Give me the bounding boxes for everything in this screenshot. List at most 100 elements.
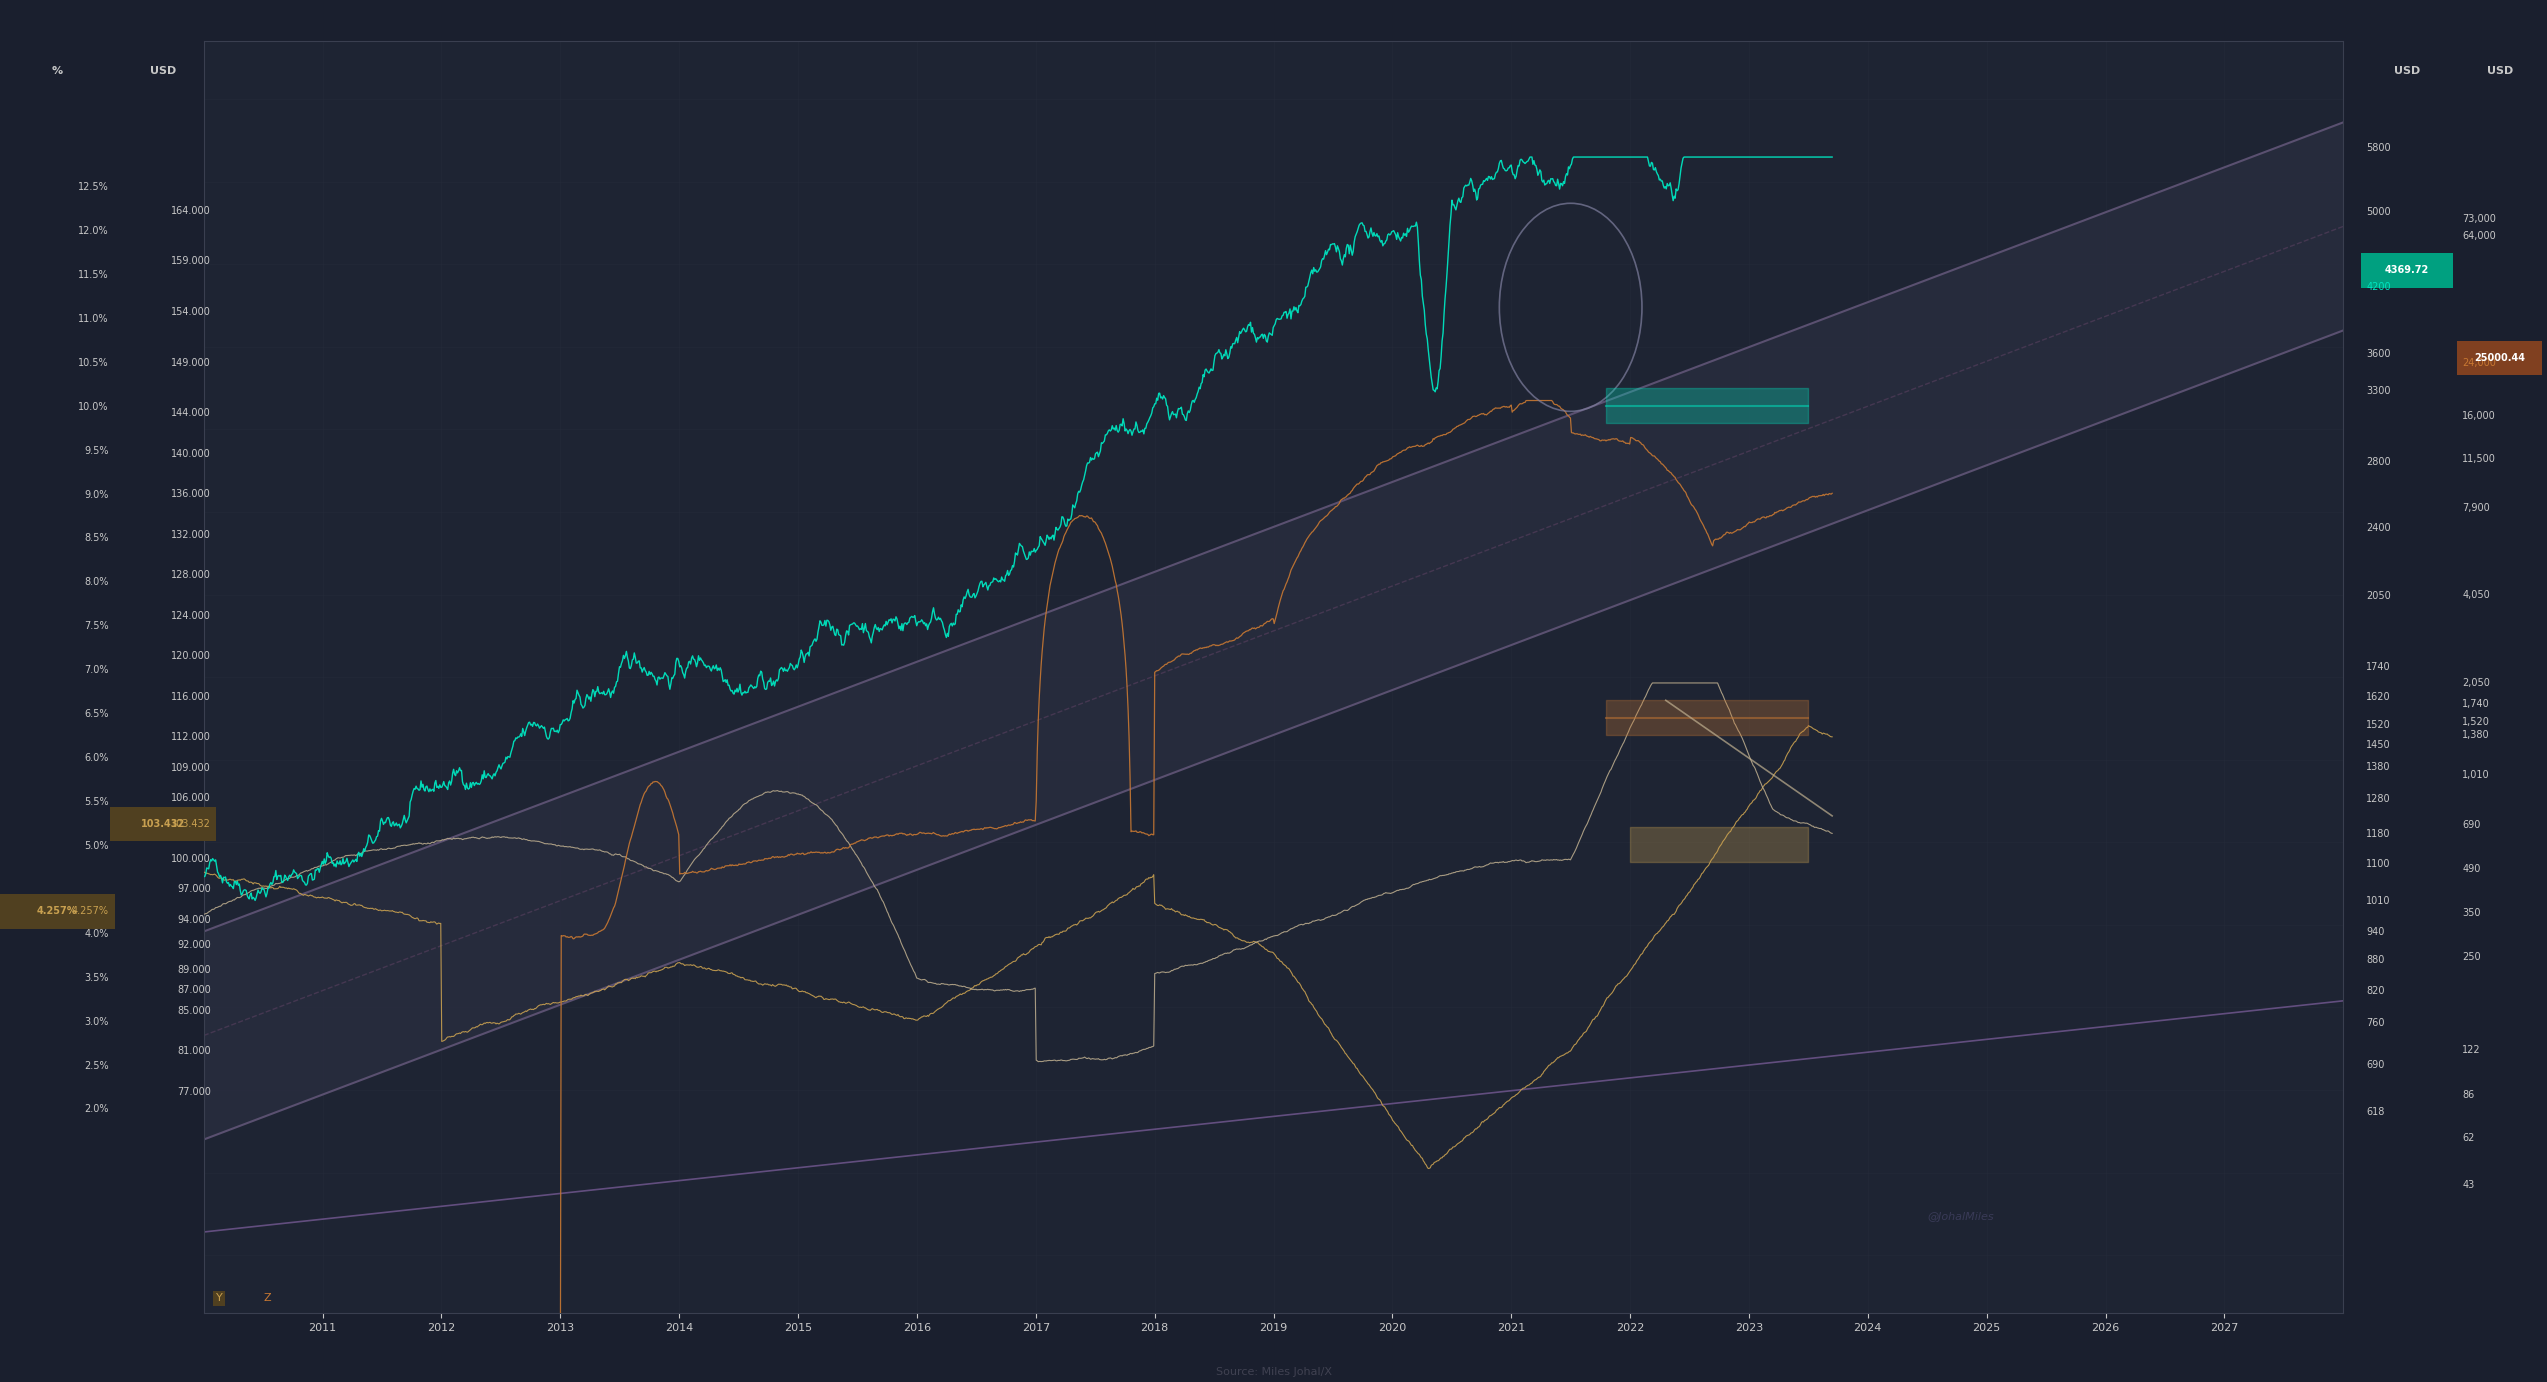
Text: 5000: 5000 — [2366, 207, 2392, 217]
Text: 1450: 1450 — [2366, 741, 2392, 750]
Text: 94.000: 94.000 — [178, 915, 211, 925]
Text: 24,000: 24,000 — [2463, 358, 2496, 369]
Text: 880: 880 — [2366, 955, 2384, 965]
Text: 140.000: 140.000 — [171, 449, 211, 459]
Text: 81.000: 81.000 — [178, 1046, 211, 1056]
Text: 1,740: 1,740 — [2463, 699, 2491, 709]
Text: 86: 86 — [2463, 1090, 2476, 1100]
Text: 618: 618 — [2366, 1107, 2384, 1118]
Text: 7.0%: 7.0% — [84, 665, 110, 676]
Text: 1380: 1380 — [2366, 761, 2392, 771]
Text: 136.000: 136.000 — [171, 489, 211, 499]
Text: 11,500: 11,500 — [2463, 455, 2496, 464]
FancyBboxPatch shape — [110, 807, 216, 842]
Text: 164.000: 164.000 — [171, 206, 211, 216]
Text: 11.5%: 11.5% — [79, 269, 110, 281]
Text: 3.0%: 3.0% — [84, 1017, 110, 1027]
Text: 250: 250 — [2463, 951, 2481, 962]
Text: 7.5%: 7.5% — [84, 622, 110, 632]
Text: 159.000: 159.000 — [171, 256, 211, 267]
Text: %: % — [51, 66, 64, 76]
Polygon shape — [204, 123, 2343, 1140]
Text: 4.0%: 4.0% — [84, 929, 110, 938]
Text: 149.000: 149.000 — [171, 358, 211, 368]
Text: 1280: 1280 — [2366, 793, 2392, 804]
Text: 116.000: 116.000 — [171, 692, 211, 702]
Text: 5800: 5800 — [2366, 144, 2392, 153]
Text: 6.0%: 6.0% — [84, 753, 110, 763]
Text: 8.0%: 8.0% — [84, 578, 110, 587]
Text: 3.5%: 3.5% — [84, 973, 110, 983]
Text: 2800: 2800 — [2366, 457, 2392, 467]
Text: 154.000: 154.000 — [171, 307, 211, 316]
Text: 1520: 1520 — [2366, 720, 2392, 730]
Text: 12.5%: 12.5% — [79, 182, 110, 192]
Text: 1010: 1010 — [2366, 896, 2392, 907]
Text: 92.000: 92.000 — [178, 940, 211, 949]
Text: 11.0%: 11.0% — [79, 314, 110, 323]
Text: 690: 690 — [2463, 820, 2481, 829]
Text: 112.000: 112.000 — [171, 732, 211, 742]
FancyBboxPatch shape — [2361, 253, 2453, 287]
Text: 4.257%: 4.257% — [71, 907, 110, 916]
Text: 7,900: 7,900 — [2463, 503, 2491, 513]
Text: 4.257%: 4.257% — [38, 907, 76, 916]
Text: 77.000: 77.000 — [178, 1086, 211, 1097]
Text: 64,000: 64,000 — [2463, 231, 2496, 240]
Text: 124.000: 124.000 — [171, 611, 211, 621]
Text: 8.5%: 8.5% — [84, 533, 110, 543]
Text: 1100: 1100 — [2366, 860, 2392, 869]
Text: Y: Y — [216, 1294, 222, 1303]
FancyBboxPatch shape — [0, 894, 115, 929]
Text: 103.432: 103.432 — [140, 820, 186, 829]
Text: 9.5%: 9.5% — [84, 445, 110, 456]
Text: USD: USD — [2486, 66, 2514, 76]
Text: 2050: 2050 — [2366, 591, 2392, 601]
Text: 1,520: 1,520 — [2463, 717, 2491, 727]
Text: Source: Miles Johal/X: Source: Miles Johal/X — [1215, 1367, 1332, 1376]
Text: 109.000: 109.000 — [171, 763, 211, 773]
Text: 103.432: 103.432 — [171, 820, 211, 829]
Text: 3600: 3600 — [2366, 348, 2392, 359]
Text: 6.5%: 6.5% — [84, 709, 110, 719]
Text: 1,380: 1,380 — [2463, 730, 2491, 739]
Text: 85.000: 85.000 — [178, 1006, 211, 1016]
Text: USD: USD — [2394, 66, 2420, 76]
Text: 97.000: 97.000 — [178, 884, 211, 894]
Text: 128.000: 128.000 — [171, 571, 211, 580]
Text: 350: 350 — [2463, 908, 2481, 918]
Text: 12.0%: 12.0% — [79, 227, 110, 236]
Text: Z: Z — [262, 1294, 270, 1303]
Text: 5.5%: 5.5% — [84, 797, 110, 807]
Text: 2,050: 2,050 — [2463, 679, 2491, 688]
Text: 10.5%: 10.5% — [79, 358, 110, 368]
Text: 4200: 4200 — [2366, 282, 2392, 293]
Text: 2.5%: 2.5% — [84, 1060, 110, 1071]
Text: 1620: 1620 — [2366, 692, 2392, 702]
Text: 16,000: 16,000 — [2463, 410, 2496, 422]
Text: 1,010: 1,010 — [2463, 770, 2491, 779]
Text: 5.0%: 5.0% — [84, 840, 110, 851]
Text: 122: 122 — [2463, 1045, 2481, 1054]
Text: 120.000: 120.000 — [171, 651, 211, 661]
Text: 25000.44: 25000.44 — [2473, 354, 2527, 363]
Text: 144.000: 144.000 — [171, 408, 211, 419]
Text: 690: 690 — [2366, 1060, 2384, 1070]
Text: 760: 760 — [2366, 1019, 2384, 1028]
Text: 1740: 1740 — [2366, 662, 2392, 672]
Text: 43: 43 — [2463, 1180, 2476, 1190]
FancyBboxPatch shape — [2458, 341, 2542, 376]
Text: 1180: 1180 — [2366, 829, 2392, 839]
Text: 820: 820 — [2366, 985, 2384, 995]
Text: @JohalMiles: @JohalMiles — [1928, 1212, 1994, 1223]
Text: 132.000: 132.000 — [171, 529, 211, 540]
Text: 87.000: 87.000 — [178, 985, 211, 995]
Text: 10.0%: 10.0% — [79, 402, 110, 412]
Text: 4369.72: 4369.72 — [2384, 265, 2430, 275]
Text: 106.000: 106.000 — [171, 793, 211, 803]
Text: 2.0%: 2.0% — [84, 1104, 110, 1114]
Text: 100.000: 100.000 — [171, 854, 211, 864]
Text: 62: 62 — [2463, 1133, 2476, 1143]
Text: 4,050: 4,050 — [2463, 590, 2491, 600]
Text: 9.0%: 9.0% — [84, 489, 110, 499]
